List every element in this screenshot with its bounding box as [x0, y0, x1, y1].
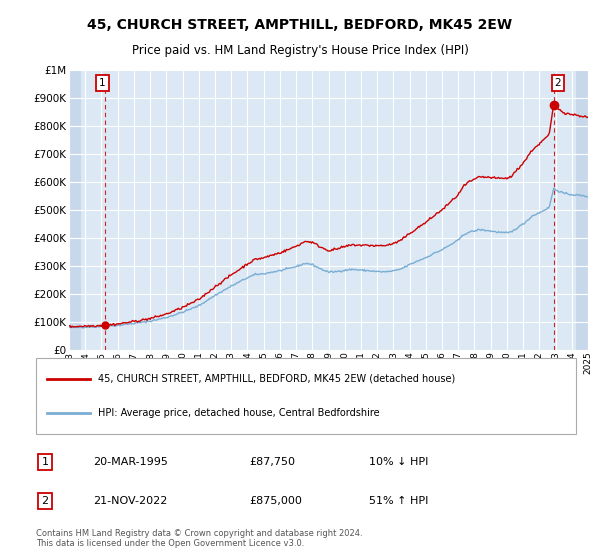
Text: 45, CHURCH STREET, AMPTHILL, BEDFORD, MK45 2EW (detached house): 45, CHURCH STREET, AMPTHILL, BEDFORD, MK…	[98, 374, 455, 384]
Text: 1: 1	[41, 457, 49, 467]
Text: Contains HM Land Registry data © Crown copyright and database right 2024.
This d: Contains HM Land Registry data © Crown c…	[36, 529, 362, 548]
Text: Price paid vs. HM Land Registry's House Price Index (HPI): Price paid vs. HM Land Registry's House …	[131, 44, 469, 57]
Text: 21-NOV-2022: 21-NOV-2022	[93, 496, 167, 506]
Text: 20-MAR-1995: 20-MAR-1995	[93, 457, 168, 467]
Text: £875,000: £875,000	[249, 496, 302, 506]
Text: 51% ↑ HPI: 51% ↑ HPI	[369, 496, 428, 506]
Text: 2: 2	[41, 496, 49, 506]
Text: HPI: Average price, detached house, Central Bedfordshire: HPI: Average price, detached house, Cent…	[98, 408, 380, 418]
Text: 10% ↓ HPI: 10% ↓ HPI	[369, 457, 428, 467]
Text: 1: 1	[99, 78, 106, 87]
Text: £87,750: £87,750	[249, 457, 295, 467]
FancyBboxPatch shape	[36, 358, 576, 434]
Text: 45, CHURCH STREET, AMPTHILL, BEDFORD, MK45 2EW: 45, CHURCH STREET, AMPTHILL, BEDFORD, MK…	[88, 18, 512, 32]
Text: 2: 2	[554, 78, 561, 87]
